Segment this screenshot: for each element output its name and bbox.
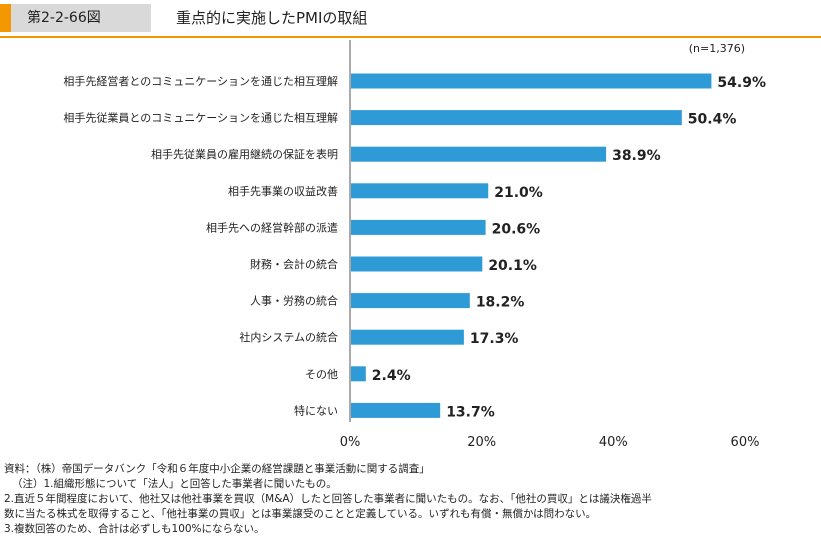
note-2: 2.直近５年間程度において、他社又は他社事業を買収（M&A）したと回答した事業者… bbox=[4, 493, 652, 505]
category-label: 相手先への経営幹部の派遣 bbox=[206, 220, 338, 234]
x-tick-label: 0% bbox=[340, 435, 361, 450]
category-label: その他 bbox=[305, 368, 338, 381]
bar-chart: (n=1,376) 相手先経営者とのコミュニケーションを通じた相互理解 54.9% 相… bbox=[63, 40, 766, 450]
bar bbox=[351, 73, 712, 89]
bar bbox=[351, 146, 607, 162]
value-label: 18.2% bbox=[476, 295, 525, 311]
category-label: 相手先経営者とのコミュニケーションを通じた相互理解 bbox=[63, 74, 338, 88]
category-label: 相手先事業の収益改善 bbox=[228, 184, 338, 198]
x-tick-label: 20% bbox=[467, 435, 496, 450]
value-label: 54.9% bbox=[717, 75, 766, 91]
figure-header: 第2-2-66図 重点的に実施したPMIの取組 bbox=[0, 0, 821, 38]
note-3: 3.複数回答のため、合計は必ずしも100%にならない。 bbox=[4, 523, 265, 535]
value-label: 50.4% bbox=[688, 112, 737, 128]
x-tick-label: 60% bbox=[731, 435, 760, 450]
category-label: 財務・会計の統合 bbox=[250, 257, 338, 271]
category-label: 人事・労務の統合 bbox=[250, 294, 338, 308]
category-label: 相手先従業員とのコミュニケーションを通じた相互理解 bbox=[63, 111, 338, 125]
note-2-continued: 数に当たる株式を取得すること、「他社事業の買収」とは事業譲受のことと定義している… bbox=[4, 508, 597, 520]
figure-number: 第2-2-66図 bbox=[11, 4, 151, 32]
value-label: 20.1% bbox=[488, 258, 537, 274]
value-label: 13.7% bbox=[446, 404, 495, 420]
category-label: 特にない bbox=[294, 403, 338, 417]
bar bbox=[351, 110, 682, 126]
category-label: 社内システムの統合 bbox=[239, 330, 338, 344]
note-source: 資料：（株）帝国データバンク「令和６年度中小企業の経営課題と事業活動に関する調査… bbox=[4, 463, 430, 475]
bar bbox=[351, 219, 486, 235]
bar bbox=[351, 366, 366, 382]
figure-title: 重点的に実施したPMIの取組 bbox=[176, 9, 368, 27]
bar bbox=[351, 293, 470, 309]
header-rule bbox=[0, 36, 821, 38]
bar bbox=[351, 256, 483, 272]
bar bbox=[351, 402, 441, 418]
note-1: （注）1.組織形態について「法人」と回答した事業者に聞いたもの。 bbox=[12, 478, 337, 490]
value-label: 17.3% bbox=[470, 331, 519, 347]
value-label: 21.0% bbox=[494, 185, 543, 201]
value-label: 2.4% bbox=[372, 368, 411, 384]
figure-tag-accent bbox=[0, 4, 11, 32]
x-tick-label: 40% bbox=[599, 435, 628, 450]
bar bbox=[351, 329, 464, 345]
bar bbox=[351, 183, 489, 199]
category-label: 相手先従業員の雇用継続の保証を表明 bbox=[151, 147, 338, 161]
sample-size-note: (n=1,376) bbox=[689, 42, 745, 55]
value-label: 38.9% bbox=[612, 148, 661, 164]
notes: 資料：（株）帝国データバンク「令和６年度中小企業の経営課題と事業活動に関する調査… bbox=[4, 462, 819, 537]
value-label: 20.6% bbox=[492, 221, 541, 237]
